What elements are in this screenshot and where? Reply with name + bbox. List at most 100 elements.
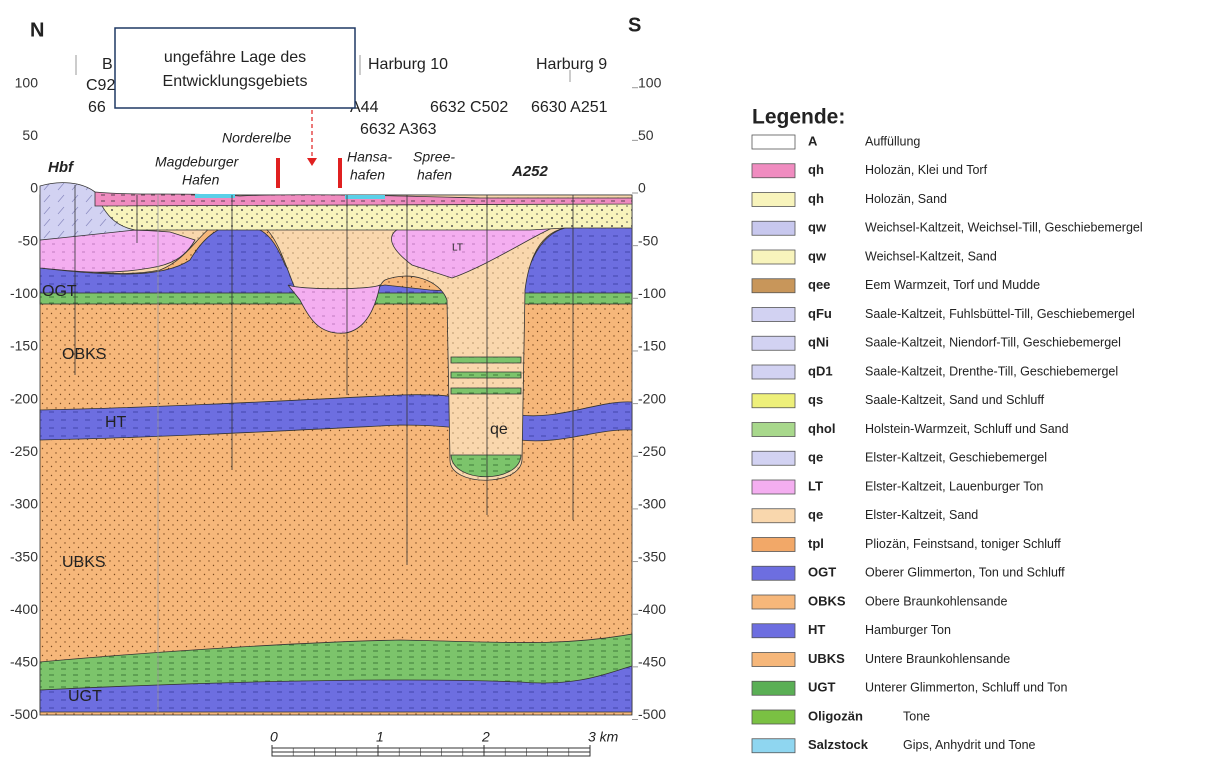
legend-description: Oberer Glimmerton, Ton und Schluff [865, 566, 1065, 580]
legend-description: Saale-Kaltzeit, Niendorf-Till, Geschiebe… [865, 336, 1121, 350]
legend-swatch [751, 738, 796, 754]
depth-tick-label: -100 [10, 285, 38, 301]
callout-text: ungefähre Lage des [164, 49, 306, 66]
unit-label: OBKS [62, 346, 106, 363]
borehole-labels: B C92 66 A44 Harburg 10 Harburg 9 6632 C… [75, 55, 608, 138]
unit-label: HT [105, 414, 127, 431]
qhol-lenses [450, 356, 522, 478]
legend-swatch [751, 249, 796, 265]
depth-tick-label: -250 [638, 443, 666, 459]
unit-label: qe [490, 421, 508, 438]
qh-sand [94, 202, 633, 231]
legend-code: qe [808, 450, 823, 465]
legend-description: Gips, Anhydrit und Tone [903, 738, 1036, 752]
depth-tick-label: -300 [10, 496, 38, 512]
legend-code: Oligozän [808, 708, 863, 723]
south: S [628, 14, 641, 36]
depth-tick-label: -150 [10, 338, 38, 354]
borehole-label: C92 [86, 77, 115, 94]
depth-tick-label: 0 [638, 180, 646, 196]
legend-description: Saale-Kaltzeit, Drenthe-Till, Geschiebem… [865, 364, 1118, 378]
legend-code: qNi [808, 335, 829, 350]
place-label: Hansa- [347, 149, 392, 165]
legend-description: Holozän, Sand [865, 192, 947, 206]
arrow-head [307, 158, 317, 166]
legend-code: qee [808, 277, 830, 292]
legend-code: qs [808, 392, 823, 407]
unit-label: OGT [42, 283, 77, 300]
legend-description: Elster-Kaltzeit, Sand [865, 508, 978, 522]
legend-swatch [751, 450, 796, 466]
legend-description: Saale-Kaltzeit, Sand und Schluff [865, 393, 1045, 407]
borehole-label: Harburg 10 [368, 56, 448, 73]
legend-description: Hamburger Ton [865, 623, 951, 637]
depth-tick-label: -250 [10, 443, 38, 459]
depth-tick-label: 0 [30, 180, 38, 196]
borehole-lines [74, 185, 574, 712]
depth-tick-label: -350 [10, 548, 38, 564]
depth-tick-label: 100 [638, 74, 662, 90]
legend-code: OGT [808, 565, 836, 580]
oligozaen-layer [39, 633, 633, 691]
legend-code: UBKS [808, 651, 845, 666]
place-label: Magdeburger [155, 154, 240, 170]
legend-swatch [751, 134, 796, 150]
legend-swatch [751, 335, 796, 351]
depth-tick-label: -200 [638, 390, 666, 406]
place-label: hafen [417, 167, 452, 183]
legend-swatch [751, 364, 796, 380]
legend-description: Auffüllung [865, 134, 920, 148]
scale-bar [271, 747, 591, 757]
depth-tick-label: -50 [18, 232, 38, 248]
legend-code: UGT [808, 680, 836, 695]
depth-tick-label: -350 [638, 548, 666, 564]
unit-label: UGT [68, 688, 102, 705]
legend-swatch [751, 278, 796, 294]
legend-swatch [751, 393, 796, 409]
place-label: hafen [350, 167, 385, 183]
legend-swatch [751, 422, 796, 437]
borehole-label: 66 [88, 99, 106, 116]
place-label: A252 [511, 163, 549, 180]
area-marker [338, 158, 342, 188]
legend-description: Tone [903, 709, 930, 723]
depth-tick-label: -400 [638, 601, 666, 617]
legend-swatch [751, 508, 796, 524]
depth-tick-label: 100 [15, 74, 39, 90]
depth-tick-label: -50 [638, 232, 658, 248]
legend-description: Elster-Kaltzeit, Lauenburger Ton [865, 479, 1043, 493]
borehole-label: 6632 C502 [430, 99, 508, 116]
unit-label: LT [452, 243, 463, 254]
scale-label: 3 km [588, 729, 619, 745]
borehole-label: A44 [350, 99, 379, 116]
legend-code: qFu [808, 306, 832, 321]
scale-label: 2 [481, 729, 490, 745]
borehole-label: B [102, 56, 113, 73]
unit-label: UBKS [62, 554, 106, 571]
place-label: Spree- [413, 149, 455, 165]
callout-box [114, 27, 356, 109]
legend-code: A [808, 133, 818, 148]
borehole-label: 6632 A363 [360, 121, 437, 138]
scale-label: 1 [376, 729, 384, 745]
legend-description: Weichsel-Kaltzeit, Weichsel-Till, Geschi… [865, 221, 1143, 235]
depth-tick-label: -300 [638, 496, 666, 512]
legend-description: Pliozän, Feinstsand, toniger Schluff [865, 537, 1061, 551]
legend-code: LT [808, 478, 823, 493]
legend-code: tpl [808, 536, 824, 551]
borehole-label: Harburg 9 [536, 56, 607, 73]
legend-swatch [751, 594, 796, 610]
depth-tick-label: -400 [10, 601, 38, 617]
place-label: Norderelbe [222, 130, 291, 146]
legend-description: Holstein-Warmzeit, Schluff und Sand [865, 422, 1069, 436]
legend-description: Elster-Kaltzeit, Geschiebemergel [865, 451, 1047, 465]
legend-code: HT [808, 622, 825, 637]
legend-swatch [751, 680, 796, 696]
legend-swatch [751, 652, 796, 667]
legend-description: Weichsel-Kaltzeit, Sand [865, 249, 997, 263]
legend-description: Saale-Kaltzeit, Fuhlsbüttel-Till, Geschi… [865, 307, 1135, 321]
legend-swatch [751, 220, 796, 236]
lt-pocket [287, 284, 381, 334]
water [195, 194, 235, 198]
area-marker [276, 158, 280, 188]
